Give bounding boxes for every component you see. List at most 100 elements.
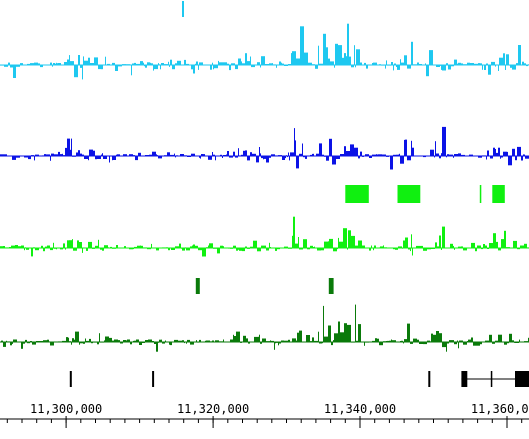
track-1-bar <box>328 59 330 65</box>
track-1-bar <box>386 60 387 65</box>
track-4-bar <box>340 332 344 342</box>
track-4-bar <box>358 324 361 342</box>
track-1-bar <box>74 65 78 77</box>
track-2-bar <box>34 156 35 160</box>
track-1-bar <box>346 56 347 65</box>
track-4-bar <box>338 322 340 343</box>
track-3-bar <box>450 244 453 248</box>
track-2-bar <box>70 150 71 156</box>
track-3-bar <box>303 239 307 248</box>
green-segment <box>398 185 421 203</box>
track-2-bar <box>430 150 434 156</box>
track-3-bar <box>77 240 79 248</box>
axis-tick-label: 11,360,000 <box>471 402 529 416</box>
track-2-bar <box>487 151 489 157</box>
track-3-bar <box>179 244 181 248</box>
track-1-bar <box>101 65 103 69</box>
track-3-bar <box>471 243 475 248</box>
track-1-bar <box>83 56 84 65</box>
axis-tick-label: 11,300,000 <box>30 402 102 416</box>
track-1-bar <box>247 61 250 65</box>
track-1-bar <box>315 65 318 69</box>
track-1-bar <box>499 58 503 65</box>
track-3-bar <box>329 239 333 248</box>
track-3-bar <box>31 248 33 256</box>
track-2-bar <box>508 156 512 165</box>
track-1-bar <box>82 65 83 79</box>
track-2-bar <box>435 141 436 156</box>
track-3-bar <box>504 231 506 248</box>
track-1-bar <box>300 26 304 65</box>
track-3-bar <box>79 242 82 248</box>
track-1-bar <box>354 45 355 65</box>
track-1-bar <box>426 65 429 76</box>
track-4-bar <box>21 342 23 349</box>
track-1-bar <box>70 61 74 65</box>
track-2-bar <box>495 149 496 156</box>
track-4-bar <box>323 306 324 342</box>
track-4-bar <box>99 333 100 342</box>
track-1-bar <box>429 50 433 65</box>
track-4-bar <box>85 339 86 343</box>
track-1-bar <box>441 65 442 70</box>
track-3-bar <box>405 238 408 249</box>
track-1-bar <box>160 65 161 69</box>
track-4-bar <box>297 333 299 342</box>
track-1-bar <box>291 53 292 65</box>
track-3-bar <box>501 239 504 248</box>
track-2-bar <box>354 148 358 156</box>
track-3-bar <box>202 248 206 257</box>
track-2-bar <box>112 156 113 160</box>
track-4-bar <box>498 335 502 342</box>
track-4-bar <box>306 335 310 342</box>
track-3-bar <box>513 241 517 248</box>
track-2-bar <box>319 143 322 156</box>
track-2-bar <box>93 151 95 156</box>
track-4-bar <box>246 338 248 342</box>
track-2-bar <box>50 156 51 161</box>
track-2-bar <box>238 148 239 156</box>
track-3-bar <box>403 241 405 249</box>
track-4-bar <box>262 339 266 343</box>
track-1-bar <box>131 65 132 75</box>
track-4-bar <box>413 339 417 342</box>
track-1-bar <box>347 24 349 65</box>
track-2-bar <box>167 152 170 156</box>
track-2-bar <box>266 156 269 163</box>
track-2-bar <box>152 152 156 156</box>
track-3-bar <box>209 243 213 248</box>
track-3-bar <box>53 243 54 248</box>
track-4-bar <box>476 342 480 346</box>
axis-tick-label: 11,320,000 <box>177 402 249 416</box>
track-2-bar <box>486 156 487 160</box>
track-1-bar <box>238 59 241 66</box>
track-4-bar <box>75 332 79 342</box>
track-3-bar <box>98 240 99 248</box>
track-2-bar <box>294 128 295 156</box>
track-1-bar <box>193 65 195 74</box>
track-3-bar <box>324 242 328 248</box>
track-4-bar <box>318 332 319 342</box>
track-1-bar <box>88 58 90 65</box>
track-3-bar <box>483 244 485 248</box>
darkgreen-segment <box>196 278 200 294</box>
track-1-bar <box>338 45 342 65</box>
track-4-bar <box>407 324 410 342</box>
track-4-bar <box>3 342 6 347</box>
track-1-bar <box>404 55 407 65</box>
track-2-bar <box>411 141 412 156</box>
track-4-bar <box>105 337 109 343</box>
track-2-bar <box>247 156 250 160</box>
track-1-bar <box>154 65 158 69</box>
track-4-bar <box>312 337 314 342</box>
track-1-bar <box>335 44 338 65</box>
track-4-bar <box>254 337 258 342</box>
track-4-bar <box>236 332 240 342</box>
feature-tick <box>70 371 72 387</box>
track-1-bar <box>454 60 457 65</box>
track-4-signal <box>0 305 529 352</box>
track-2-bar <box>400 156 404 164</box>
track-4-bar <box>50 342 54 346</box>
track-1-bar <box>385 65 386 69</box>
track-1-bar <box>518 45 521 65</box>
